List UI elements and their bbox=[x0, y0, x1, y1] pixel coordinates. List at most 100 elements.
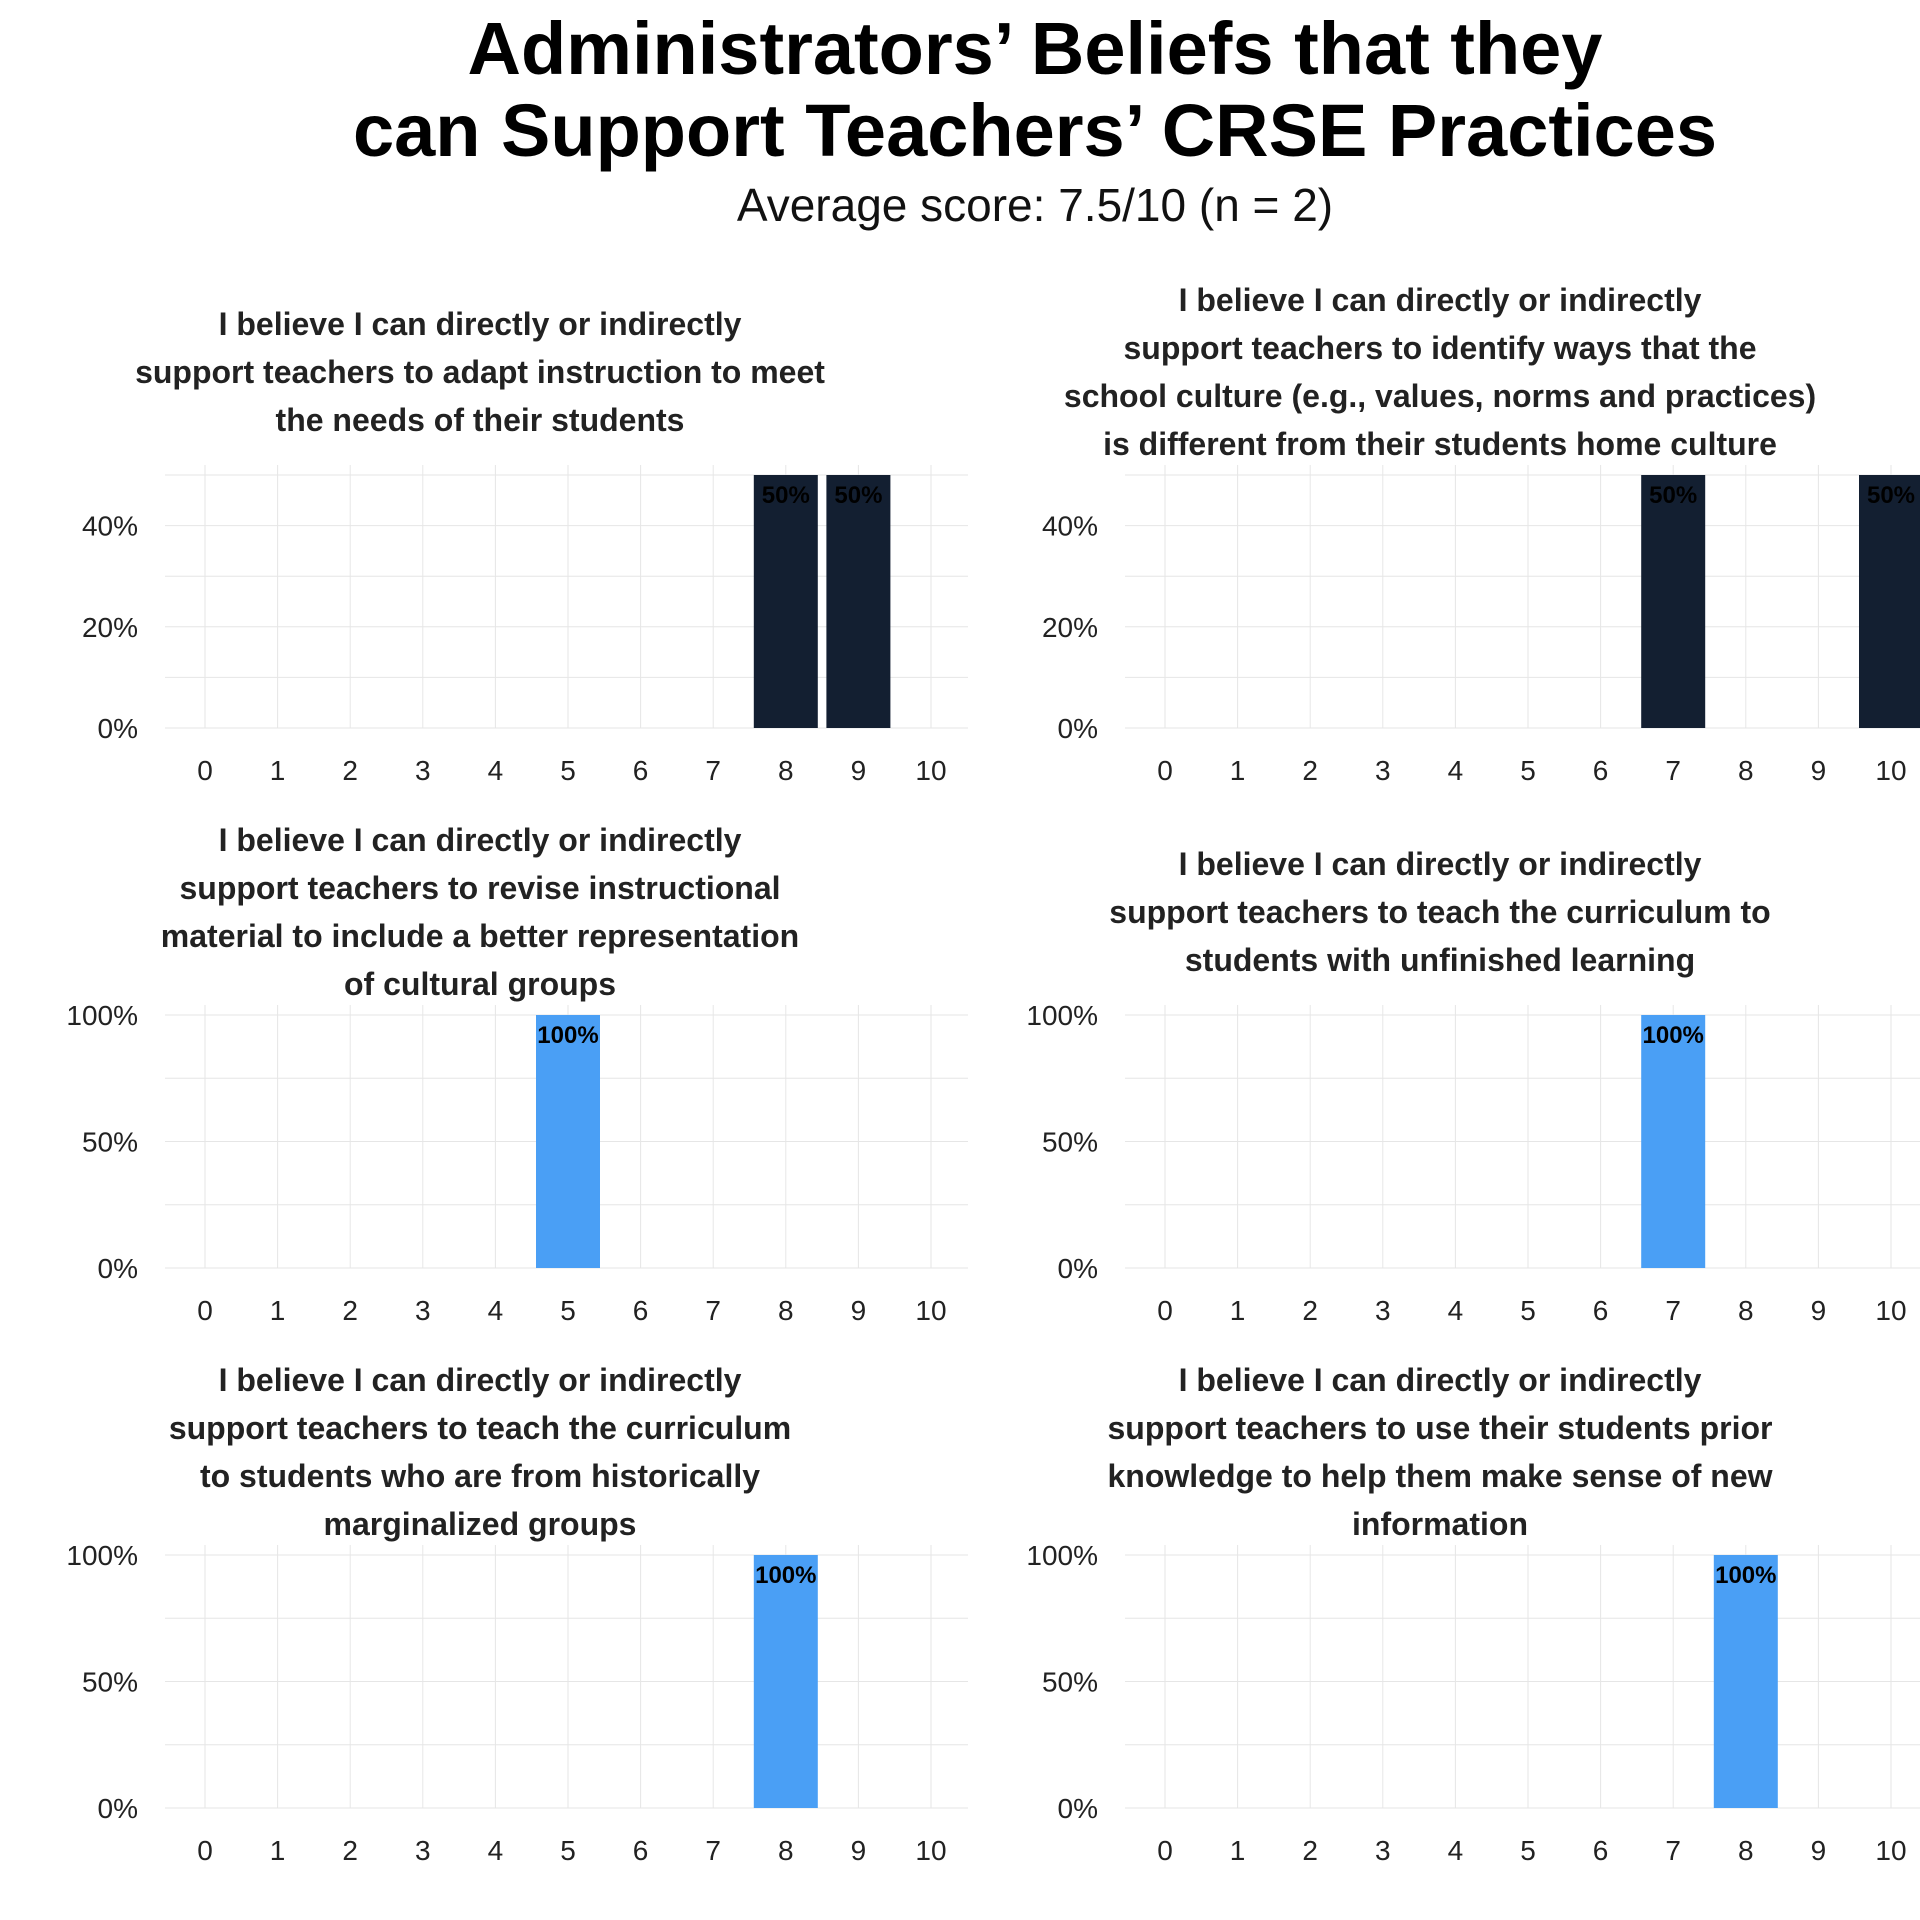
x-tick-label: 8 bbox=[1738, 1835, 1754, 1866]
y-tick-label: 0% bbox=[1058, 713, 1098, 744]
chart-svg-3: 0% 50% 100% 0 1 2 3 4 5 6 7 8 9 10 100% bbox=[66, 1000, 968, 1326]
y-tick-label: 0% bbox=[98, 713, 138, 744]
chart-title-line: I believe I can directly or indirectly bbox=[1178, 1362, 1702, 1398]
chart-title-2: I believe I can directly or indirectly su… bbox=[960, 276, 1920, 468]
x-tick-label: 6 bbox=[1593, 1835, 1609, 1866]
chart-title-line: to students who are from historically bbox=[199, 1458, 761, 1494]
bar-data-label: 100% bbox=[755, 1562, 816, 1589]
chart-panel-3: I believe I can directly or indirectly su… bbox=[0, 810, 968, 1340]
x-tick-label: 5 bbox=[1520, 1295, 1536, 1326]
page-title-line-1: Administrators’ Beliefs that they bbox=[467, 7, 1603, 90]
x-tick-label: 3 bbox=[415, 1835, 431, 1866]
chart-panel-6: I believe I can directly or indirectly su… bbox=[960, 1350, 1920, 1880]
x-tick-label: 2 bbox=[342, 755, 358, 786]
chart-title-3: I believe I can directly or indirectly su… bbox=[0, 816, 960, 1008]
y-tick-label: 20% bbox=[82, 612, 138, 643]
chart-svg-1: 0% 20% 40% 0 1 2 3 4 5 6 7 8 9 10 50% 50% bbox=[82, 465, 968, 786]
chart-title-line: information bbox=[1352, 1506, 1528, 1542]
x-tick-label: 1 bbox=[270, 1295, 286, 1326]
x-tick-label: 6 bbox=[633, 755, 649, 786]
x-tick-label: 2 bbox=[1302, 755, 1318, 786]
chart-title-1: I believe I can directly or indirectly su… bbox=[0, 300, 960, 444]
bar bbox=[826, 475, 891, 728]
page-title-line-2: can Support Teachers’ CRSE Practices bbox=[352, 89, 1718, 172]
chart-title-line: marginalized groups bbox=[323, 1506, 637, 1542]
x-tick-label: 6 bbox=[1593, 1295, 1609, 1326]
bar-data-label: 50% bbox=[834, 482, 882, 509]
x-tick-label: 4 bbox=[1448, 755, 1464, 786]
x-tick-label: 4 bbox=[488, 755, 504, 786]
x-tick-label: 1 bbox=[1230, 755, 1246, 786]
chart-panel-4: I believe I can directly or indirectly su… bbox=[960, 810, 1920, 1340]
bar bbox=[1641, 1015, 1706, 1268]
bar-data-label: 100% bbox=[537, 1022, 598, 1049]
x-tick-label: 0 bbox=[1157, 755, 1173, 786]
x-tick-label: 7 bbox=[1665, 1295, 1681, 1326]
x-tick-label: 4 bbox=[488, 1295, 504, 1326]
chart-title-line: support teachers to identify ways that t… bbox=[1123, 330, 1757, 366]
y-tick-label: 0% bbox=[98, 1793, 138, 1824]
x-tick-label: 8 bbox=[778, 755, 794, 786]
x-tick-label: 5 bbox=[1520, 1835, 1536, 1866]
y-tick-label: 100% bbox=[1026, 1540, 1098, 1571]
chart-title-line: support teachers to revise instructional bbox=[179, 870, 781, 906]
chart-title-line: support teachers to adapt instruction to… bbox=[135, 354, 825, 390]
x-tick-label: 7 bbox=[705, 755, 721, 786]
chart-title-line: knowledge to help them make sense of new bbox=[1107, 1458, 1773, 1494]
x-tick-label: 5 bbox=[560, 1835, 576, 1866]
x-tick-label: 7 bbox=[705, 1295, 721, 1326]
bar bbox=[753, 475, 818, 728]
x-tick-label: 5 bbox=[560, 755, 576, 786]
x-tick-label: 2 bbox=[342, 1835, 358, 1866]
bar-data-label: 50% bbox=[1649, 482, 1697, 509]
bar bbox=[1859, 475, 1920, 728]
chart-title-line: of cultural groups bbox=[344, 966, 616, 1002]
bar bbox=[1641, 475, 1706, 728]
x-tick-label: 0 bbox=[197, 755, 213, 786]
y-tick-label: 100% bbox=[66, 1000, 138, 1031]
bar bbox=[753, 1555, 818, 1808]
x-tick-label: 4 bbox=[488, 1835, 504, 1866]
x-tick-label: 1 bbox=[270, 755, 286, 786]
x-tick-label: 3 bbox=[1375, 1835, 1391, 1866]
x-tick-label: 5 bbox=[560, 1295, 576, 1326]
x-tick-label: 10 bbox=[1875, 755, 1906, 786]
y-tick-label: 0% bbox=[1058, 1253, 1098, 1284]
x-tick-label: 10 bbox=[915, 755, 946, 786]
y-tick-label: 100% bbox=[66, 1540, 138, 1571]
x-tick-label: 3 bbox=[1375, 1295, 1391, 1326]
y-tick-label: 50% bbox=[1042, 1667, 1098, 1698]
x-tick-label: 7 bbox=[705, 1835, 721, 1866]
chart-title-line: I believe I can directly or indirectly bbox=[218, 306, 742, 342]
chart-svg-4: 0% 50% 100% 0 1 2 3 4 5 6 7 8 9 10 100% bbox=[1026, 1000, 1920, 1326]
chart-title-line: I believe I can directly or indirectly bbox=[218, 1362, 742, 1398]
chart-title-line: students with unfinished learning bbox=[1184, 942, 1696, 978]
chart-title-5: I believe I can directly or indirectly su… bbox=[0, 1356, 960, 1548]
y-tick-label: 50% bbox=[1042, 1127, 1098, 1158]
y-tick-label: 50% bbox=[82, 1667, 138, 1698]
chart-title-line: I believe I can directly or indirectly bbox=[1178, 846, 1702, 882]
bar-data-label: 50% bbox=[1867, 482, 1915, 509]
x-tick-label: 1 bbox=[1230, 1835, 1246, 1866]
x-tick-label: 4 bbox=[1448, 1835, 1464, 1866]
x-tick-label: 5 bbox=[1520, 755, 1536, 786]
chart-title-line: support teachers to use their students p… bbox=[1107, 1410, 1773, 1446]
chart-title-line: school culture (e.g., values, norms and … bbox=[1063, 378, 1817, 414]
bar-data-label: 100% bbox=[1715, 1562, 1776, 1589]
x-tick-label: 0 bbox=[197, 1835, 213, 1866]
x-tick-label: 10 bbox=[915, 1295, 946, 1326]
y-tick-label: 40% bbox=[82, 511, 138, 542]
x-tick-label: 9 bbox=[851, 755, 867, 786]
x-tick-label: 7 bbox=[1665, 1835, 1681, 1866]
chart-svg-6: 0% 50% 100% 0 1 2 3 4 5 6 7 8 9 10 100% bbox=[1026, 1540, 1920, 1866]
chart-svg-5: 0% 50% 100% 0 1 2 3 4 5 6 7 8 9 10 100% bbox=[66, 1540, 968, 1866]
chart-title-line: I believe I can directly or indirectly bbox=[1178, 282, 1702, 318]
x-tick-label: 0 bbox=[1157, 1835, 1173, 1866]
x-tick-label: 9 bbox=[1811, 1295, 1827, 1326]
chart-panel-5: I believe I can directly or indirectly su… bbox=[0, 1350, 968, 1880]
chart-title-line: support teachers to teach the curriculum bbox=[168, 1410, 792, 1446]
x-tick-label: 8 bbox=[1738, 1295, 1754, 1326]
x-tick-label: 8 bbox=[1738, 755, 1754, 786]
page-subtitle: Average score: 7.5/10 (n = 2) bbox=[736, 179, 1334, 231]
x-tick-label: 2 bbox=[1302, 1295, 1318, 1326]
